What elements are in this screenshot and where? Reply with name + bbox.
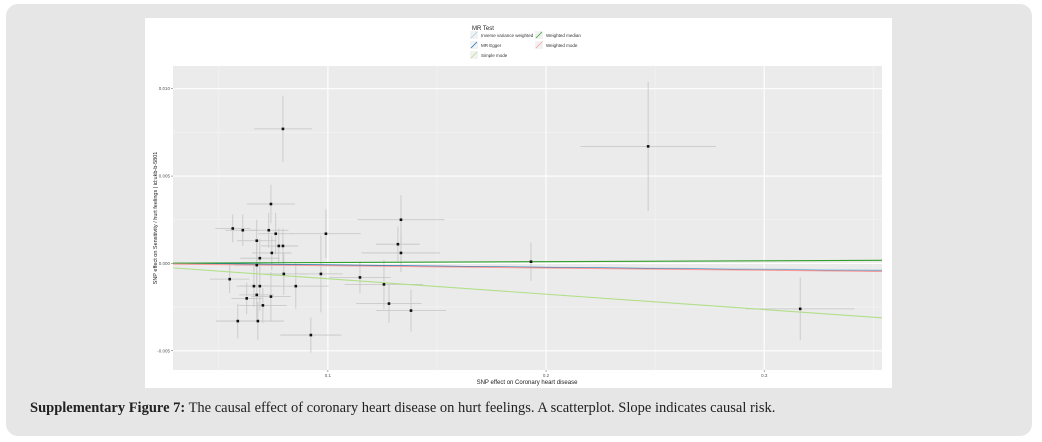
plot-panel [173, 66, 882, 370]
data-point [252, 284, 256, 288]
figure-caption: Supplementary Figure 7: The causal effec… [30, 400, 775, 417]
data-point [281, 244, 285, 248]
data-point [399, 251, 403, 255]
legend-swatch [470, 31, 478, 39]
data-point [309, 333, 313, 337]
data-point [277, 244, 281, 248]
x-tick-label: 0.3 [761, 373, 768, 378]
legend-entry-label: Simple mode [481, 53, 508, 58]
data-point [387, 302, 391, 305]
data-point [261, 304, 265, 307]
legend: MR Test Inverse variance weighted MR Egge… [470, 26, 581, 59]
data-point [241, 228, 245, 232]
data-point [399, 218, 403, 222]
data-point [255, 293, 259, 297]
data-point [258, 256, 262, 260]
data-point [267, 228, 271, 232]
data-point [258, 284, 262, 288]
y-tick-label: -0.005 [157, 348, 170, 353]
legend-entry-label: Weighted mode [546, 43, 578, 48]
data-point [274, 232, 278, 236]
caption-text: The causal effect of coronary heart dise… [185, 400, 776, 416]
data-point [231, 227, 235, 230]
legend-swatch [535, 41, 543, 49]
data-point [245, 297, 249, 300]
data-point [798, 307, 802, 311]
mr-lines [172, 259, 883, 319]
data-point [281, 127, 285, 131]
mr-line-weighted-median [172, 259, 883, 264]
caption-label: Supplementary Figure 7: [30, 400, 186, 416]
legend-swatch [470, 51, 478, 59]
data-point [255, 263, 259, 267]
legend-swatch [470, 41, 478, 49]
x-tick-label: 0.2 [543, 373, 550, 378]
mr-line-simple-mode [172, 267, 883, 319]
y-axis-label: SNP effect on Sensitivity / hurt feeling… [153, 152, 159, 285]
data-point [409, 309, 413, 312]
axis-ticks: 0.1 0.2 0.3 0.010 0.005 0.000 -0.005 [157, 86, 768, 378]
data-points [228, 127, 802, 337]
data-point [255, 239, 259, 243]
data-point [282, 272, 286, 276]
legend-entry-label: Inverse variance weighted [481, 33, 534, 38]
legend-swatch [535, 31, 543, 39]
data-point [646, 145, 650, 148]
y-tick-label: 0.005 [159, 174, 171, 179]
y-tick-label: 0.010 [159, 86, 171, 91]
data-point [294, 284, 298, 288]
legend-entry-label: MR Egger [481, 43, 502, 48]
data-point [270, 251, 274, 255]
data-point [269, 295, 273, 298]
data-point [396, 242, 400, 246]
data-point [324, 232, 328, 236]
data-point [529, 260, 533, 263]
legend-title: MR Test [472, 26, 494, 32]
data-point [228, 277, 232, 281]
legend-entry-label: Weighted median [546, 33, 581, 38]
gridlines [173, 66, 882, 370]
x-tick-label: 0.1 [325, 373, 332, 378]
data-point [382, 283, 386, 286]
data-point [236, 319, 240, 323]
data-point [319, 272, 323, 276]
data-point [269, 202, 273, 206]
data-point [256, 319, 260, 323]
x-axis-label: SNP effect on Coronary heart disease [477, 380, 579, 386]
data-point [358, 276, 362, 279]
mr-line-weighted-mode [172, 263, 883, 273]
y-tick-label: 0.000 [159, 261, 171, 266]
